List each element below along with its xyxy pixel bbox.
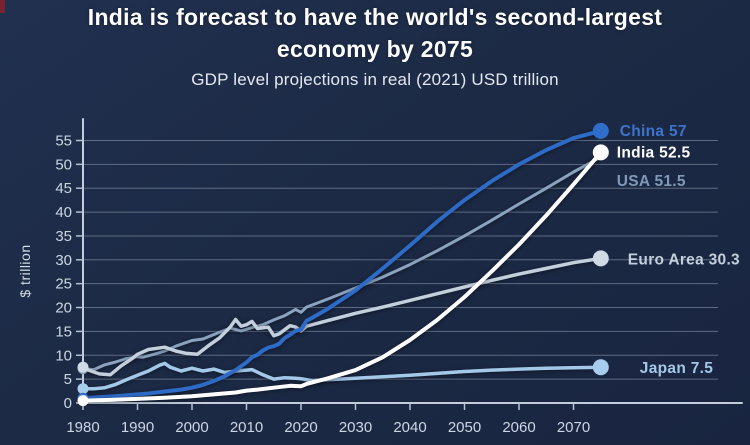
start-dot-euro-area — [77, 361, 89, 373]
x-tick-label: 2030 — [339, 419, 372, 436]
series-label-usa: USA 51.5 — [617, 173, 686, 190]
y-tick-label: 15 — [55, 323, 72, 340]
page-title-line2: economy by 2075 — [276, 36, 474, 62]
chart-header: India is forecast to have the world's se… — [0, 0, 750, 92]
page-subtitle: GDP level projections in real (2021) USD… — [191, 70, 559, 89]
series-label-euro-area: Euro Area 30.3 — [628, 251, 740, 268]
x-tick-label: 2070 — [557, 419, 590, 436]
y-tick-label: 40 — [55, 204, 72, 221]
y-axis-title: $ trillion — [17, 244, 33, 297]
series-line-india — [81, 150, 603, 403]
y-tick-label: 55 — [55, 132, 72, 149]
end-dot-japan — [592, 359, 609, 376]
x-tick-label: 2040 — [393, 419, 426, 436]
y-tick-label: 10 — [55, 347, 72, 364]
series-label-india: India 52.5 — [617, 144, 691, 161]
y-tick-label: 35 — [55, 228, 72, 245]
video-artifact — [0, 0, 5, 13]
y-tick-label: 50 — [55, 156, 72, 173]
y-tick-label: 45 — [55, 180, 72, 197]
x-tick-label: 1990 — [121, 419, 154, 436]
page-title-line1: India is forecast to have the world's se… — [87, 4, 663, 30]
series-label-japan: Japan 7.5 — [640, 360, 713, 377]
x-tick-label: 2000 — [175, 419, 208, 436]
y-tick-label: 20 — [55, 300, 72, 317]
x-tick-label: 2060 — [502, 419, 535, 436]
series-label-china: China 57 — [620, 123, 687, 140]
x-tick-label: 2020 — [284, 419, 317, 436]
start-dot-japan — [77, 383, 89, 395]
series-line-japan — [81, 361, 603, 391]
series-line-usa — [81, 155, 603, 372]
start-dot-india — [77, 395, 89, 407]
end-dot-india — [592, 144, 609, 161]
series-line-euro-area — [81, 256, 603, 377]
x-tick-label: 2050 — [448, 419, 481, 436]
x-tick-label: 2010 — [230, 419, 263, 436]
y-tick-label: 5 — [64, 371, 72, 388]
end-dot-china — [592, 122, 609, 139]
y-tick-label: 0 — [64, 395, 72, 412]
series-line-china — [81, 128, 603, 401]
end-dot-euro-area — [592, 250, 609, 267]
x-tick-label: 1980 — [66, 419, 99, 436]
y-tick-label: 25 — [55, 276, 72, 293]
y-tick-label: 30 — [55, 252, 72, 269]
